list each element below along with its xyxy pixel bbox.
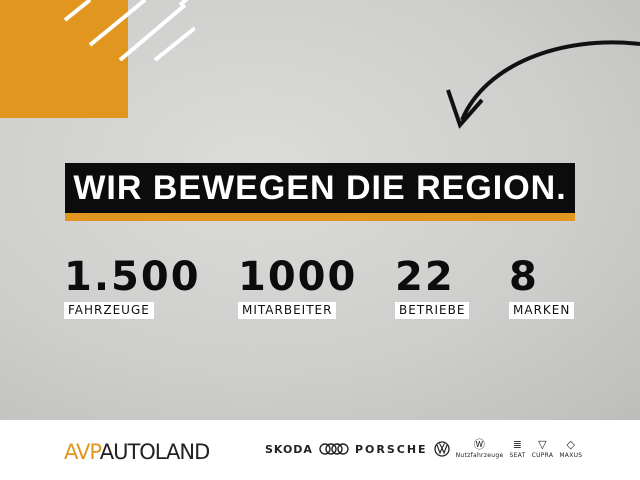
stat-employees: 1000 MITARBEITER	[238, 254, 358, 319]
stat-brands: 8 MARKEN	[509, 254, 575, 319]
stat-value: 1.500	[64, 254, 201, 300]
seat-logo-icon: ≣	[512, 438, 523, 451]
cupra-logo: ▽ CUPRA	[531, 438, 554, 459]
vw-commercial-logo: Ⓦ Nutzfahrzeuge	[455, 438, 504, 459]
skoda-logo: SKODA	[265, 442, 313, 456]
stat-value: 1000	[238, 254, 358, 300]
cupra-logo-icon: ▽	[538, 438, 547, 451]
maxus-logo: ◇ MAXUS	[559, 438, 583, 459]
brand-logos: SKODA PORSCHE Ⓦ Nutzfahrzeuge ≣ SEAT ▽ CUPR…	[265, 438, 582, 460]
stat-value: 22	[395, 254, 455, 300]
orange-square-decoration	[0, 0, 128, 118]
curved-arrow-icon	[446, 40, 640, 129]
stat-label: BETRIEBE	[395, 302, 470, 319]
avp-autoland-logo: AVPAUTOLAND	[64, 440, 210, 464]
stat-value: 8	[509, 254, 539, 300]
seat-logo: ≣ SEAT	[509, 438, 526, 459]
vw-commercial-logo-icon: Ⓦ	[473, 438, 486, 451]
maxus-logo-icon: ◇	[566, 438, 576, 451]
audi-rings-icon	[319, 443, 349, 455]
stat-locations: 22 BETRIEBE	[395, 254, 470, 319]
diagonal-stripes-decoration	[63, 0, 195, 62]
stat-label: MARKEN	[509, 302, 575, 319]
headline-banner: WIR BEWEGEN DIE REGION.	[65, 163, 575, 221]
stat-label: MITARBEITER	[238, 302, 337, 319]
vw-logo-icon	[433, 441, 450, 457]
stat-label: FAHRZEUGE	[64, 302, 154, 319]
stat-vehicles: 1.500 FAHRZEUGE	[64, 254, 201, 319]
porsche-logo: PORSCHE	[354, 442, 428, 456]
